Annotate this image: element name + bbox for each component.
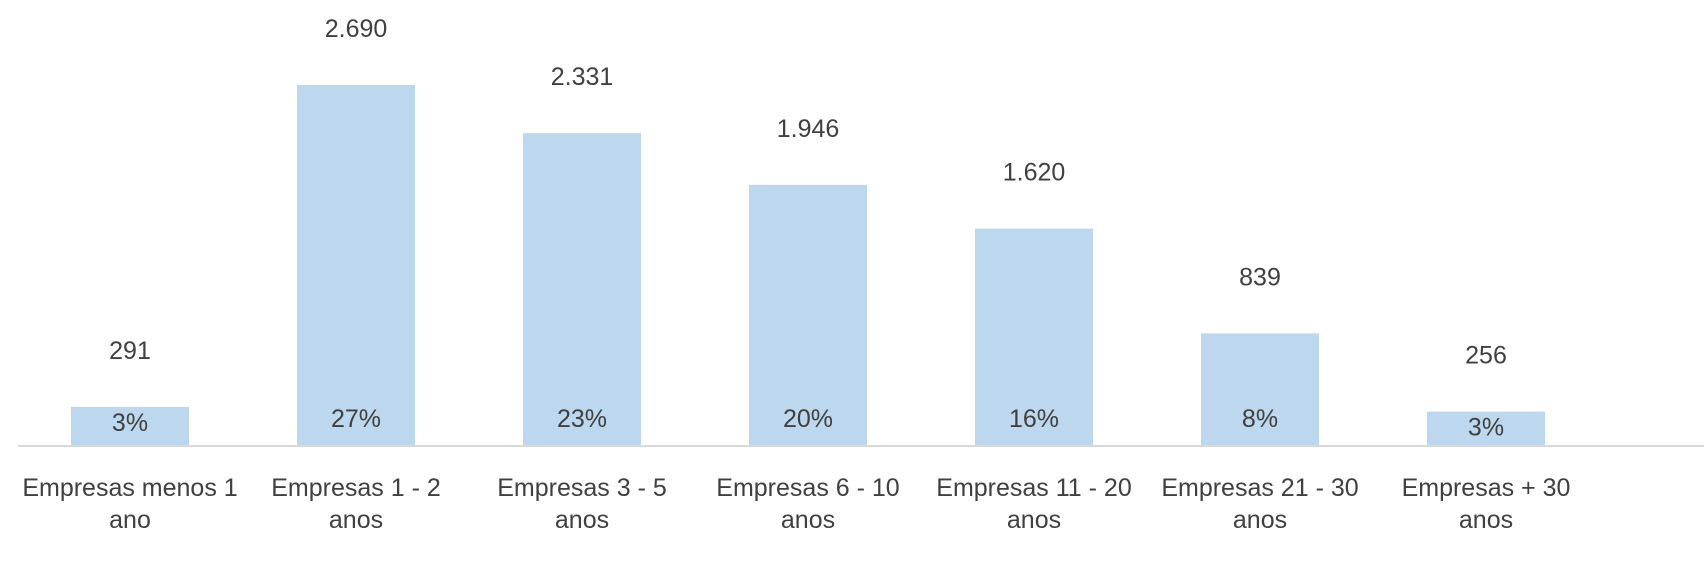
bar (1201, 333, 1319, 446)
bars-group (71, 85, 1545, 447)
bar-percent-label: 8% (1242, 405, 1278, 433)
bar-percent-label: 3% (112, 409, 148, 437)
category-tick-label: anos (1233, 506, 1287, 534)
bar-value-label: 2.331 (551, 63, 614, 91)
category-tick-label: Empresas 11 - 20 (936, 474, 1131, 502)
category-tick-label: anos (781, 506, 835, 534)
bar (975, 228, 1093, 446)
bar-value-label: 256 (1465, 342, 1507, 370)
bar-percent-label: 16% (1009, 405, 1059, 433)
category-tick-label: Empresas 6 - 10 (716, 474, 899, 502)
category-tick-label: ano (109, 506, 151, 534)
bar (297, 85, 415, 446)
labels-group: 291 3% Empresas menos 1 ano 2.690 27% Empresas… (22, 15, 1570, 534)
bar-percent-label: 3% (1468, 414, 1504, 442)
category-tick-label: anos (1007, 506, 1061, 534)
bar (71, 406, 189, 446)
category-tick-label: anos (1459, 506, 1513, 534)
category-tick-label: Empresas 21 - 30 (1161, 474, 1358, 502)
category-tick-label: Empresas + 30 (1402, 474, 1571, 502)
bar-percent-label: 23% (557, 405, 607, 433)
bar-value-label: 1.620 (1003, 159, 1066, 187)
category-tick-label: Empresas 3 - 5 (497, 474, 667, 502)
bar (749, 184, 867, 447)
bar-percent-label: 27% (331, 405, 381, 433)
bar-value-label: 2.690 (325, 15, 388, 43)
bar-value-label: 291 (109, 337, 151, 365)
bar-value-label: 839 (1239, 263, 1281, 291)
bar (1427, 411, 1545, 446)
category-tick-label: Empresas menos 1 (22, 474, 237, 502)
category-tick-label: Empresas 1 - 2 (271, 474, 441, 502)
category-tick-label: anos (555, 506, 609, 534)
bar (523, 133, 641, 446)
bar-percent-label: 20% (783, 405, 833, 433)
bar-value-label: 1.946 (777, 115, 840, 143)
category-tick-label: anos (329, 506, 383, 534)
